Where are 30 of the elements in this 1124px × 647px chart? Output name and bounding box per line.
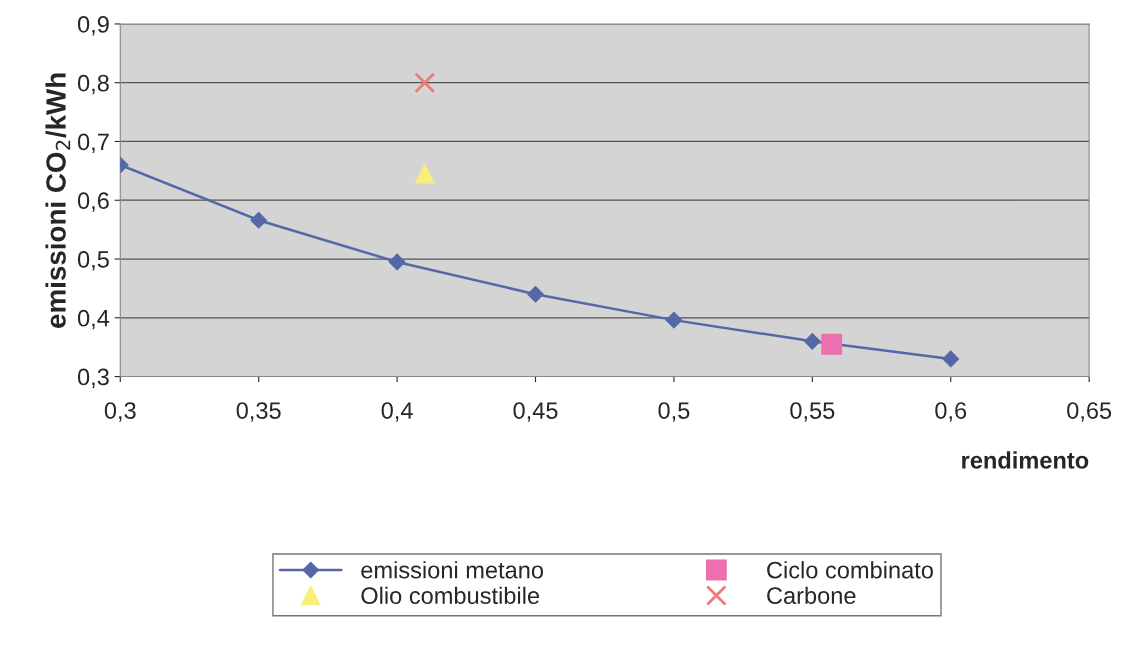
point [942,350,960,368]
legend-label: Carbone [767,586,856,605]
x-tick-label: 0,55 [790,402,835,422]
x-tick-label: 0,45 [513,402,558,422]
y-tick-label: 0,5 [77,251,109,271]
point [665,311,683,329]
point [803,332,821,350]
y-tick-label: 0,9 [77,16,109,36]
y-tick-label: 0,4 [77,309,110,330]
legend-label: Olio combustibile [361,586,540,605]
point [388,253,406,271]
legend-label: Ciclo combinato [767,561,933,579]
x-axis-title: rendimento [962,451,1089,469]
x-tick-label: 0,6 [935,402,967,422]
point [250,211,268,229]
point [527,285,544,303]
legend-label: emissioni metano [361,561,544,579]
x-tick-label: 0,35 [236,402,281,422]
point [415,164,435,184]
point [414,72,436,94]
x-tick-label: 0,3 [104,402,136,422]
y-axis-title: emissioni CO$_{2}$/kWh [45,73,71,328]
y-tick-label: 0,6 [77,192,109,212]
x-tick-label: 0,5 [658,402,690,422]
point [821,333,843,355]
x-tick-label: 0,4 [381,402,413,422]
y-tick-label: 0,8 [77,74,109,95]
y-tick-label: 0,3 [77,368,109,389]
x-tick-label: 0,65 [1067,402,1112,422]
y-tick-label: 0,7 [77,133,109,154]
